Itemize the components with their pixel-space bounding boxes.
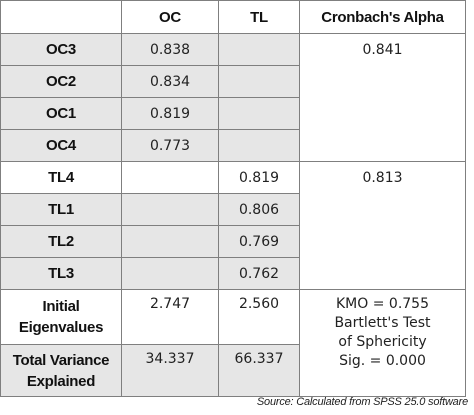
kmo-line: KMO = 0.755	[336, 296, 429, 312]
table-row: OC2 0.834	[0, 65, 466, 98]
row-label: OC3	[0, 33, 122, 66]
tl-loading: 0.762	[218, 257, 300, 290]
bartlett-line: Bartlett's Test	[334, 315, 431, 331]
oc-loading: 0.838	[121, 33, 219, 66]
oc-loading	[121, 193, 219, 226]
source-note: Source: Calculated from SPSS 25.0 softwa…	[256, 396, 468, 408]
header-row: OC TL Cronbach's Alpha	[0, 0, 466, 34]
row-label: TL2	[0, 225, 122, 258]
table-row: TL2 0.769	[0, 225, 466, 258]
tl-loading	[218, 97, 300, 130]
row-label: TL1	[0, 193, 122, 226]
table-row: TL3 0.762	[0, 257, 466, 290]
table-row: OC1 0.819	[0, 97, 466, 130]
tl-loading: 0.806	[218, 193, 300, 226]
tl-loading	[218, 129, 300, 162]
total-variance-label-line2: Explained	[26, 372, 96, 390]
sphericity-line: of Sphericity	[338, 334, 427, 350]
row-label: OC4	[0, 129, 122, 162]
table-row: OC3 0.838 0.841	[0, 33, 466, 162]
oc-loading: 0.773	[121, 129, 219, 162]
eigenvalues-label-line1: Initial	[42, 298, 80, 315]
header-cronbachs-alpha: Cronbach's Alpha	[299, 0, 466, 34]
header-oc: OC	[121, 0, 219, 34]
tl-loading	[218, 65, 300, 98]
table-row: TL4 0.819 0.813	[0, 161, 466, 290]
header-tl: TL	[218, 0, 300, 34]
eigenvalue-oc: 2.747	[121, 289, 219, 345]
total-variance-label: Total Variance Explained	[0, 344, 122, 397]
tl-loading: 0.769	[218, 225, 300, 258]
row-label: TL3	[0, 257, 122, 290]
factor-analysis-table: OC TL Cronbach's Alpha OC3 0.838 0.841 O…	[0, 0, 466, 397]
tl-loading: 0.819	[218, 161, 300, 194]
variance-tl: 66.337	[218, 344, 300, 397]
eigenvalues-row: Initial Eigenvalues 2.747 2.560 KMO = 0.…	[0, 289, 466, 397]
total-variance-row: Total Variance Explained 34.337 66.337	[0, 344, 466, 397]
alpha-oc-value: 0.841	[299, 33, 466, 162]
eigenvalues-label-line2: Eigenvalues	[18, 319, 104, 336]
eigenvalues-label: Initial Eigenvalues	[0, 289, 122, 345]
oc-loading	[121, 257, 219, 290]
table-row: OC4 0.773	[0, 129, 466, 162]
significance-line: Sig. = 0.000	[339, 353, 426, 369]
total-variance-label-line1: Total Variance	[12, 351, 110, 369]
header-empty-cell	[0, 0, 122, 34]
row-label: OC1	[0, 97, 122, 130]
row-label: OC2	[0, 65, 122, 98]
oc-loading: 0.819	[121, 97, 219, 130]
eigenvalue-tl: 2.560	[218, 289, 300, 345]
oc-loading	[121, 161, 219, 194]
tl-loading	[218, 33, 300, 66]
oc-loading	[121, 225, 219, 258]
row-label: TL4	[0, 161, 122, 194]
kmo-bartlett-cell: KMO = 0.755 Bartlett's Test of Sphericit…	[299, 289, 466, 397]
variance-oc: 34.337	[121, 344, 219, 397]
alpha-tl-value: 0.813	[299, 161, 466, 290]
table-row: TL1 0.806	[0, 193, 466, 226]
oc-loading: 0.834	[121, 65, 219, 98]
